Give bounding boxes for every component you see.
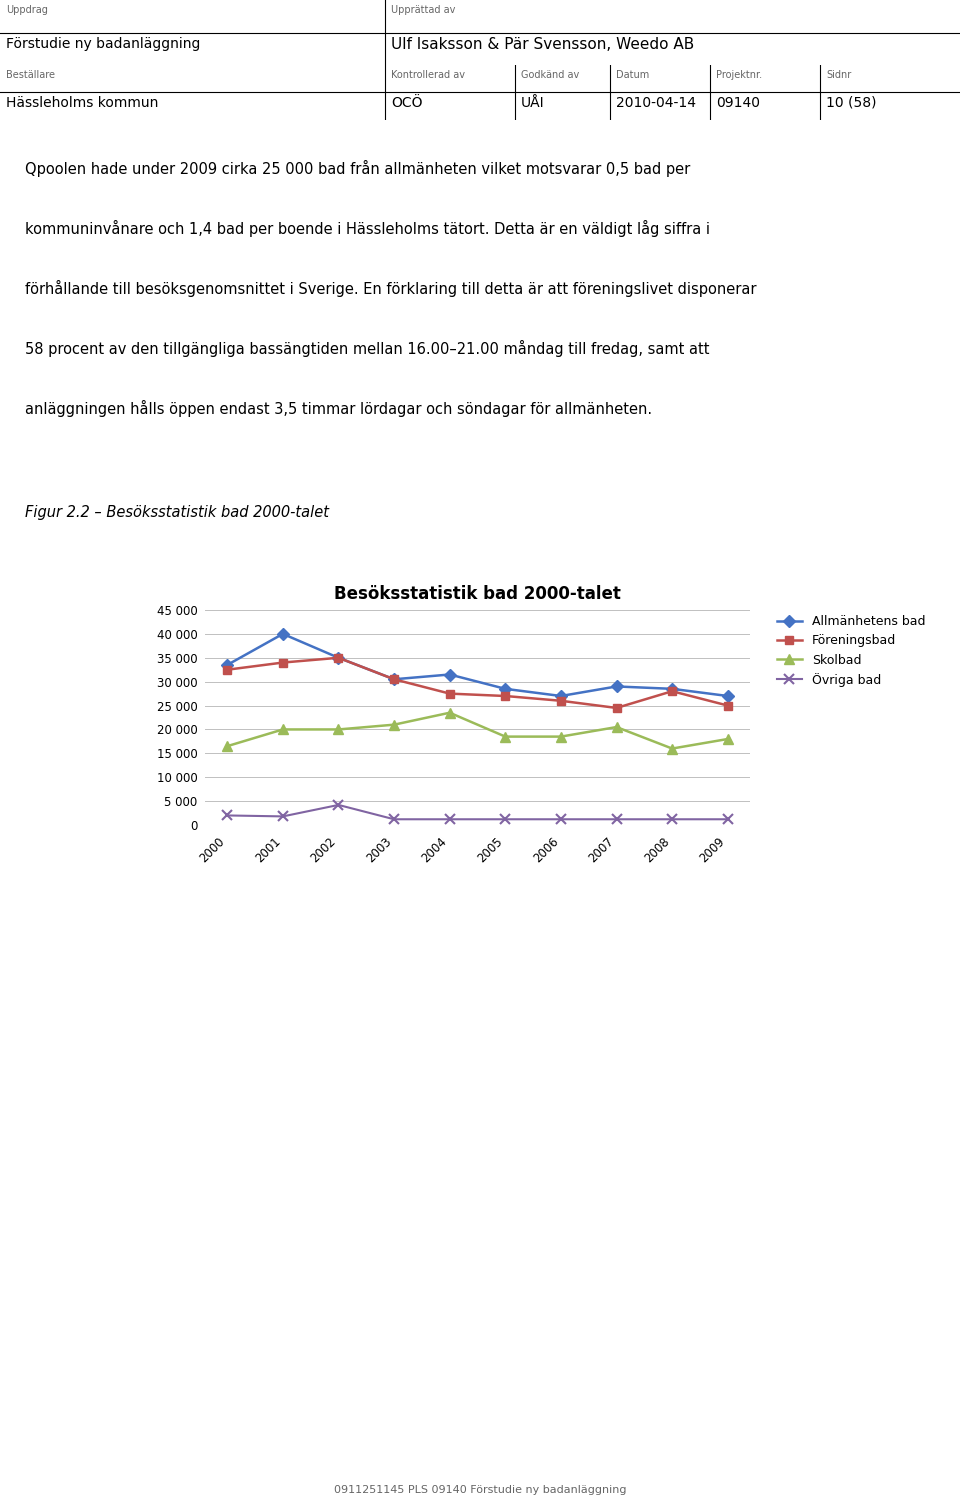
Text: Hässleholms kommun: Hässleholms kommun: [6, 96, 158, 110]
Allmänhetens bad: [666, 680, 678, 698]
Text: anläggningen hålls öppen endast 3,5 timmar lördagar och söndagar för allmänheten: anläggningen hålls öppen endast 3,5 timm…: [25, 400, 652, 417]
Text: Upprättad av: Upprättad av: [391, 5, 455, 15]
Övriga bad: [333, 796, 345, 814]
Övriga bad: [222, 807, 233, 825]
Skolbad: [444, 704, 455, 722]
Title: Besöksstatistik bad 2000-talet: Besöksstatistik bad 2000-talet: [334, 585, 621, 604]
Allmänhetens bad: [555, 686, 566, 704]
Övriga bad: [666, 810, 678, 828]
Föreningsbad: [222, 661, 233, 679]
Line: Övriga bad: Övriga bad: [223, 801, 732, 825]
Legend: Allmänhetens bad, Föreningsbad, Skolbad, Övriga bad: Allmänhetens bad, Föreningsbad, Skolbad,…: [772, 610, 930, 692]
Text: 10 (58): 10 (58): [826, 96, 876, 110]
Föreningsbad: [666, 682, 678, 700]
Allmänhetens bad: [499, 680, 511, 698]
Allmänhetens bad: [277, 625, 289, 643]
Övriga bad: [277, 807, 289, 825]
Text: Qpoolen hade under 2009 cirka 25 000 bad från allmänheten vilket motsvarar 0,5 b: Qpoolen hade under 2009 cirka 25 000 bad…: [25, 160, 690, 178]
Text: 0911251145 PLS 09140 Förstudie ny badanläggning: 0911251145 PLS 09140 Förstudie ny badanl…: [334, 1485, 626, 1494]
Text: Figur 2.2 – Besöksstatistik bad 2000-talet: Figur 2.2 – Besöksstatistik bad 2000-tal…: [25, 506, 329, 521]
Övriga bad: [499, 810, 511, 828]
Text: 2010-04-14: 2010-04-14: [616, 96, 696, 110]
Text: Sidnr: Sidnr: [826, 71, 852, 80]
Övriga bad: [555, 810, 566, 828]
Skolbad: [389, 716, 400, 734]
Text: 09140: 09140: [716, 96, 760, 110]
Skolbad: [277, 721, 289, 739]
Allmänhetens bad: [222, 656, 233, 674]
Föreningsbad: [722, 697, 733, 715]
Föreningsbad: [611, 698, 622, 716]
Skolbad: [555, 727, 566, 745]
Allmänhetens bad: [611, 677, 622, 695]
Line: Föreningsbad: Föreningsbad: [223, 653, 732, 712]
Line: Allmänhetens bad: Allmänhetens bad: [223, 629, 732, 700]
Allmänhetens bad: [444, 665, 455, 683]
Text: UÅI: UÅI: [521, 96, 544, 110]
Text: Uppdrag: Uppdrag: [6, 5, 48, 15]
Övriga bad: [611, 810, 622, 828]
Text: Datum: Datum: [616, 71, 649, 80]
Föreningsbad: [499, 686, 511, 704]
Text: Kontrollerad av: Kontrollerad av: [391, 71, 465, 80]
Text: kommuninvånare och 1,4 bad per boende i Hässleholms tätort. Detta är en väldigt : kommuninvånare och 1,4 bad per boende i …: [25, 220, 710, 236]
Föreningsbad: [277, 653, 289, 671]
Övriga bad: [722, 810, 733, 828]
Föreningsbad: [555, 692, 566, 710]
Allmänhetens bad: [722, 686, 733, 704]
Skolbad: [222, 737, 233, 756]
Text: förhållande till besöksgenomsnittet i Sverige. En förklaring till detta är att f: förhållande till besöksgenomsnittet i Sv…: [25, 280, 756, 296]
Text: OCÖ: OCÖ: [391, 96, 422, 110]
Skolbad: [499, 727, 511, 745]
Skolbad: [611, 718, 622, 736]
Text: Förstudie ny badanläggning: Förstudie ny badanläggning: [6, 38, 201, 51]
Text: Godkänd av: Godkänd av: [521, 71, 579, 80]
Text: Projektnr.: Projektnr.: [716, 71, 762, 80]
Skolbad: [333, 721, 345, 739]
Allmänhetens bad: [333, 649, 345, 667]
Text: 58 procent av den tillgängliga bassängtiden mellan 16.00–21.00 måndag till freda: 58 procent av den tillgängliga bassängti…: [25, 340, 709, 357]
Övriga bad: [444, 810, 455, 828]
Övriga bad: [389, 810, 400, 828]
Skolbad: [666, 739, 678, 757]
Föreningsbad: [444, 685, 455, 703]
Skolbad: [722, 730, 733, 748]
Föreningsbad: [389, 670, 400, 688]
Text: Beställare: Beställare: [6, 71, 55, 80]
Allmänhetens bad: [389, 670, 400, 688]
Line: Skolbad: Skolbad: [223, 707, 732, 754]
Föreningsbad: [333, 649, 345, 667]
Text: Ulf Isaksson & Pär Svensson, Weedo AB: Ulf Isaksson & Pär Svensson, Weedo AB: [391, 38, 694, 53]
